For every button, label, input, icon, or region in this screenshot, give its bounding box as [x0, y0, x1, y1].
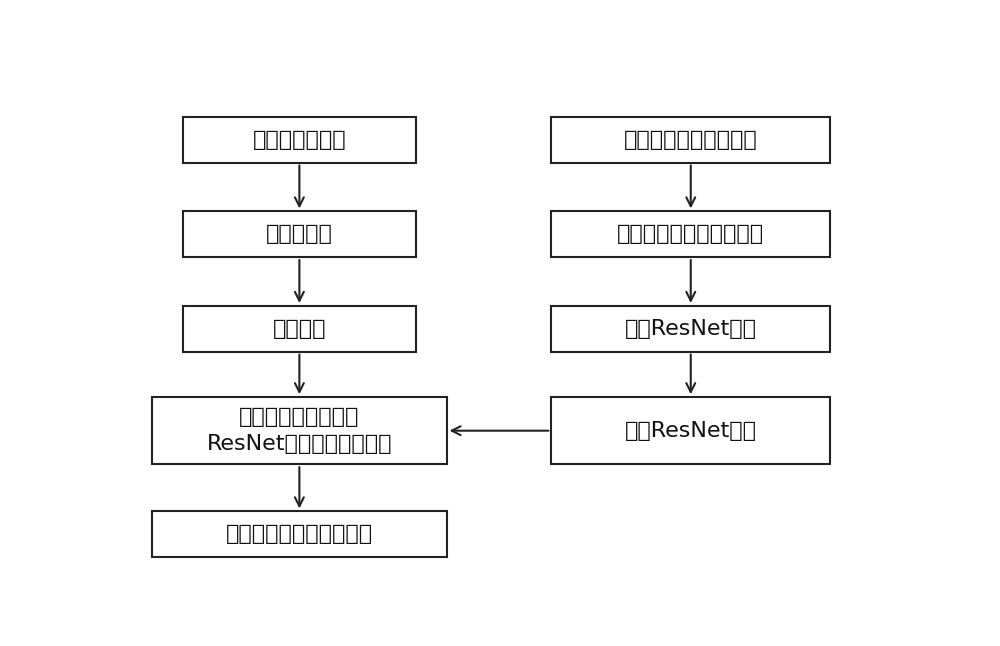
Text: 储存并控制皮带运行速度: 储存并控制皮带运行速度 — [226, 524, 373, 544]
FancyBboxPatch shape — [152, 511, 447, 557]
FancyBboxPatch shape — [183, 117, 416, 163]
Text: 数据集图像预处理与建立: 数据集图像预处理与建立 — [617, 224, 764, 244]
Text: 煤流量数据集图像获取: 煤流量数据集图像获取 — [624, 130, 758, 150]
FancyBboxPatch shape — [152, 397, 447, 464]
Text: 改进ResNet网络: 改进ResNet网络 — [625, 318, 757, 339]
Text: 提取关键帧: 提取关键帧 — [266, 224, 333, 244]
FancyBboxPatch shape — [183, 306, 416, 351]
FancyBboxPatch shape — [551, 117, 830, 163]
FancyBboxPatch shape — [551, 306, 830, 351]
Text: 训练ResNet网络: 训练ResNet网络 — [625, 421, 757, 441]
Text: 读取实时视频流: 读取实时视频流 — [253, 130, 346, 150]
FancyBboxPatch shape — [551, 211, 830, 257]
Text: 通过训练完成的改进
ResNet模型检测实时图像: 通过训练完成的改进 ResNet模型检测实时图像 — [207, 408, 392, 454]
FancyBboxPatch shape — [551, 397, 830, 464]
Text: 图像增强: 图像增强 — [273, 318, 326, 339]
FancyBboxPatch shape — [183, 211, 416, 257]
